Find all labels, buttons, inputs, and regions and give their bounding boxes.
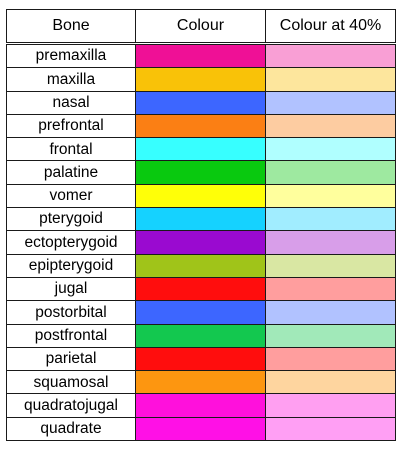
colour-40-swatch — [265, 300, 396, 325]
colour-swatch — [135, 300, 266, 325]
colour-swatch — [135, 346, 266, 372]
colour-40-swatch — [265, 113, 396, 139]
colour-40-swatch — [265, 416, 396, 442]
table-body: premaxilla maxilla nasal prefrontal frontal p… — [6, 42, 396, 442]
table-row: quadratojugal — [6, 393, 396, 418]
colour-40-swatch — [265, 207, 396, 232]
header-bone: Bone — [6, 9, 136, 45]
table-row: epipterygoid — [6, 253, 396, 278]
table-row: squamosal — [6, 370, 396, 395]
colour-swatch — [135, 67, 266, 92]
colour-swatch — [135, 183, 266, 209]
table-row: premaxilla — [6, 42, 396, 69]
table-row: postorbital — [6, 300, 396, 325]
colour-40-swatch — [265, 393, 396, 418]
bone-name-cell: palatine — [6, 160, 136, 185]
bone-name-cell: pterygoid — [6, 207, 136, 232]
colour-swatch — [135, 137, 266, 162]
colour-40-swatch — [265, 276, 396, 302]
colour-40-swatch — [265, 42, 396, 69]
colour-40-swatch — [265, 137, 396, 162]
bone-name-cell: maxilla — [6, 67, 136, 92]
table-row: maxilla — [6, 67, 396, 92]
bone-name-cell: jugal — [6, 276, 136, 302]
header-row: Bone Colour Colour at 40% — [6, 9, 396, 45]
colour-40-swatch — [265, 67, 396, 92]
bone-name-cell: vomer — [6, 183, 136, 209]
table-row: quadrate — [6, 416, 396, 442]
colour-swatch — [135, 323, 266, 348]
table-row: frontal — [6, 137, 396, 162]
bone-name-cell: postorbital — [6, 300, 136, 325]
bone-name-cell: nasal — [6, 90, 136, 115]
colour-swatch — [135, 253, 266, 278]
colour-swatch — [135, 276, 266, 302]
colour-swatch — [135, 42, 266, 69]
bone-name-cell: premaxilla — [6, 42, 136, 69]
bone-name-cell: epipterygoid — [6, 253, 136, 278]
colour-40-swatch — [265, 253, 396, 278]
table-row: vomer — [6, 183, 396, 209]
colour-swatch — [135, 90, 266, 115]
colour-swatch — [135, 370, 266, 395]
bone-name-cell: prefrontal — [6, 113, 136, 139]
bone-colour-table: Bone Colour Colour at 40% premaxilla maxi… — [6, 9, 396, 442]
table-row: parietal — [6, 346, 396, 372]
colour-40-swatch — [265, 323, 396, 348]
colour-swatch — [135, 113, 266, 139]
header-colour: Colour — [135, 9, 266, 45]
colour-40-swatch — [265, 160, 396, 185]
bone-name-cell: parietal — [6, 346, 136, 372]
table-row: prefrontal — [6, 113, 396, 139]
bone-name-cell: frontal — [6, 137, 136, 162]
bone-name-cell: quadratojugal — [6, 393, 136, 418]
colour-40-swatch — [265, 183, 396, 209]
colour-swatch — [135, 393, 266, 418]
table-row: ectopterygoid — [6, 230, 396, 255]
table-row: palatine — [6, 160, 396, 185]
bone-name-cell: ectopterygoid — [6, 230, 136, 255]
colour-40-swatch — [265, 90, 396, 115]
colour-swatch — [135, 160, 266, 185]
bone-name-cell: squamosal — [6, 370, 136, 395]
header-colour-40: Colour at 40% — [265, 9, 396, 45]
colour-40-swatch — [265, 346, 396, 372]
colour-swatch — [135, 207, 266, 232]
table-row: nasal — [6, 90, 396, 115]
colour-40-swatch — [265, 230, 396, 255]
bone-name-cell: postfrontal — [6, 323, 136, 348]
table-row: postfrontal — [6, 323, 396, 348]
table-row: jugal — [6, 276, 396, 302]
table-row: pterygoid — [6, 207, 396, 232]
bone-colour-table-container: Bone Colour Colour at 40% premaxilla maxi… — [6, 9, 396, 442]
bone-name-cell: quadrate — [6, 416, 136, 442]
colour-swatch — [135, 230, 266, 255]
colour-40-swatch — [265, 370, 396, 395]
colour-swatch — [135, 416, 266, 442]
